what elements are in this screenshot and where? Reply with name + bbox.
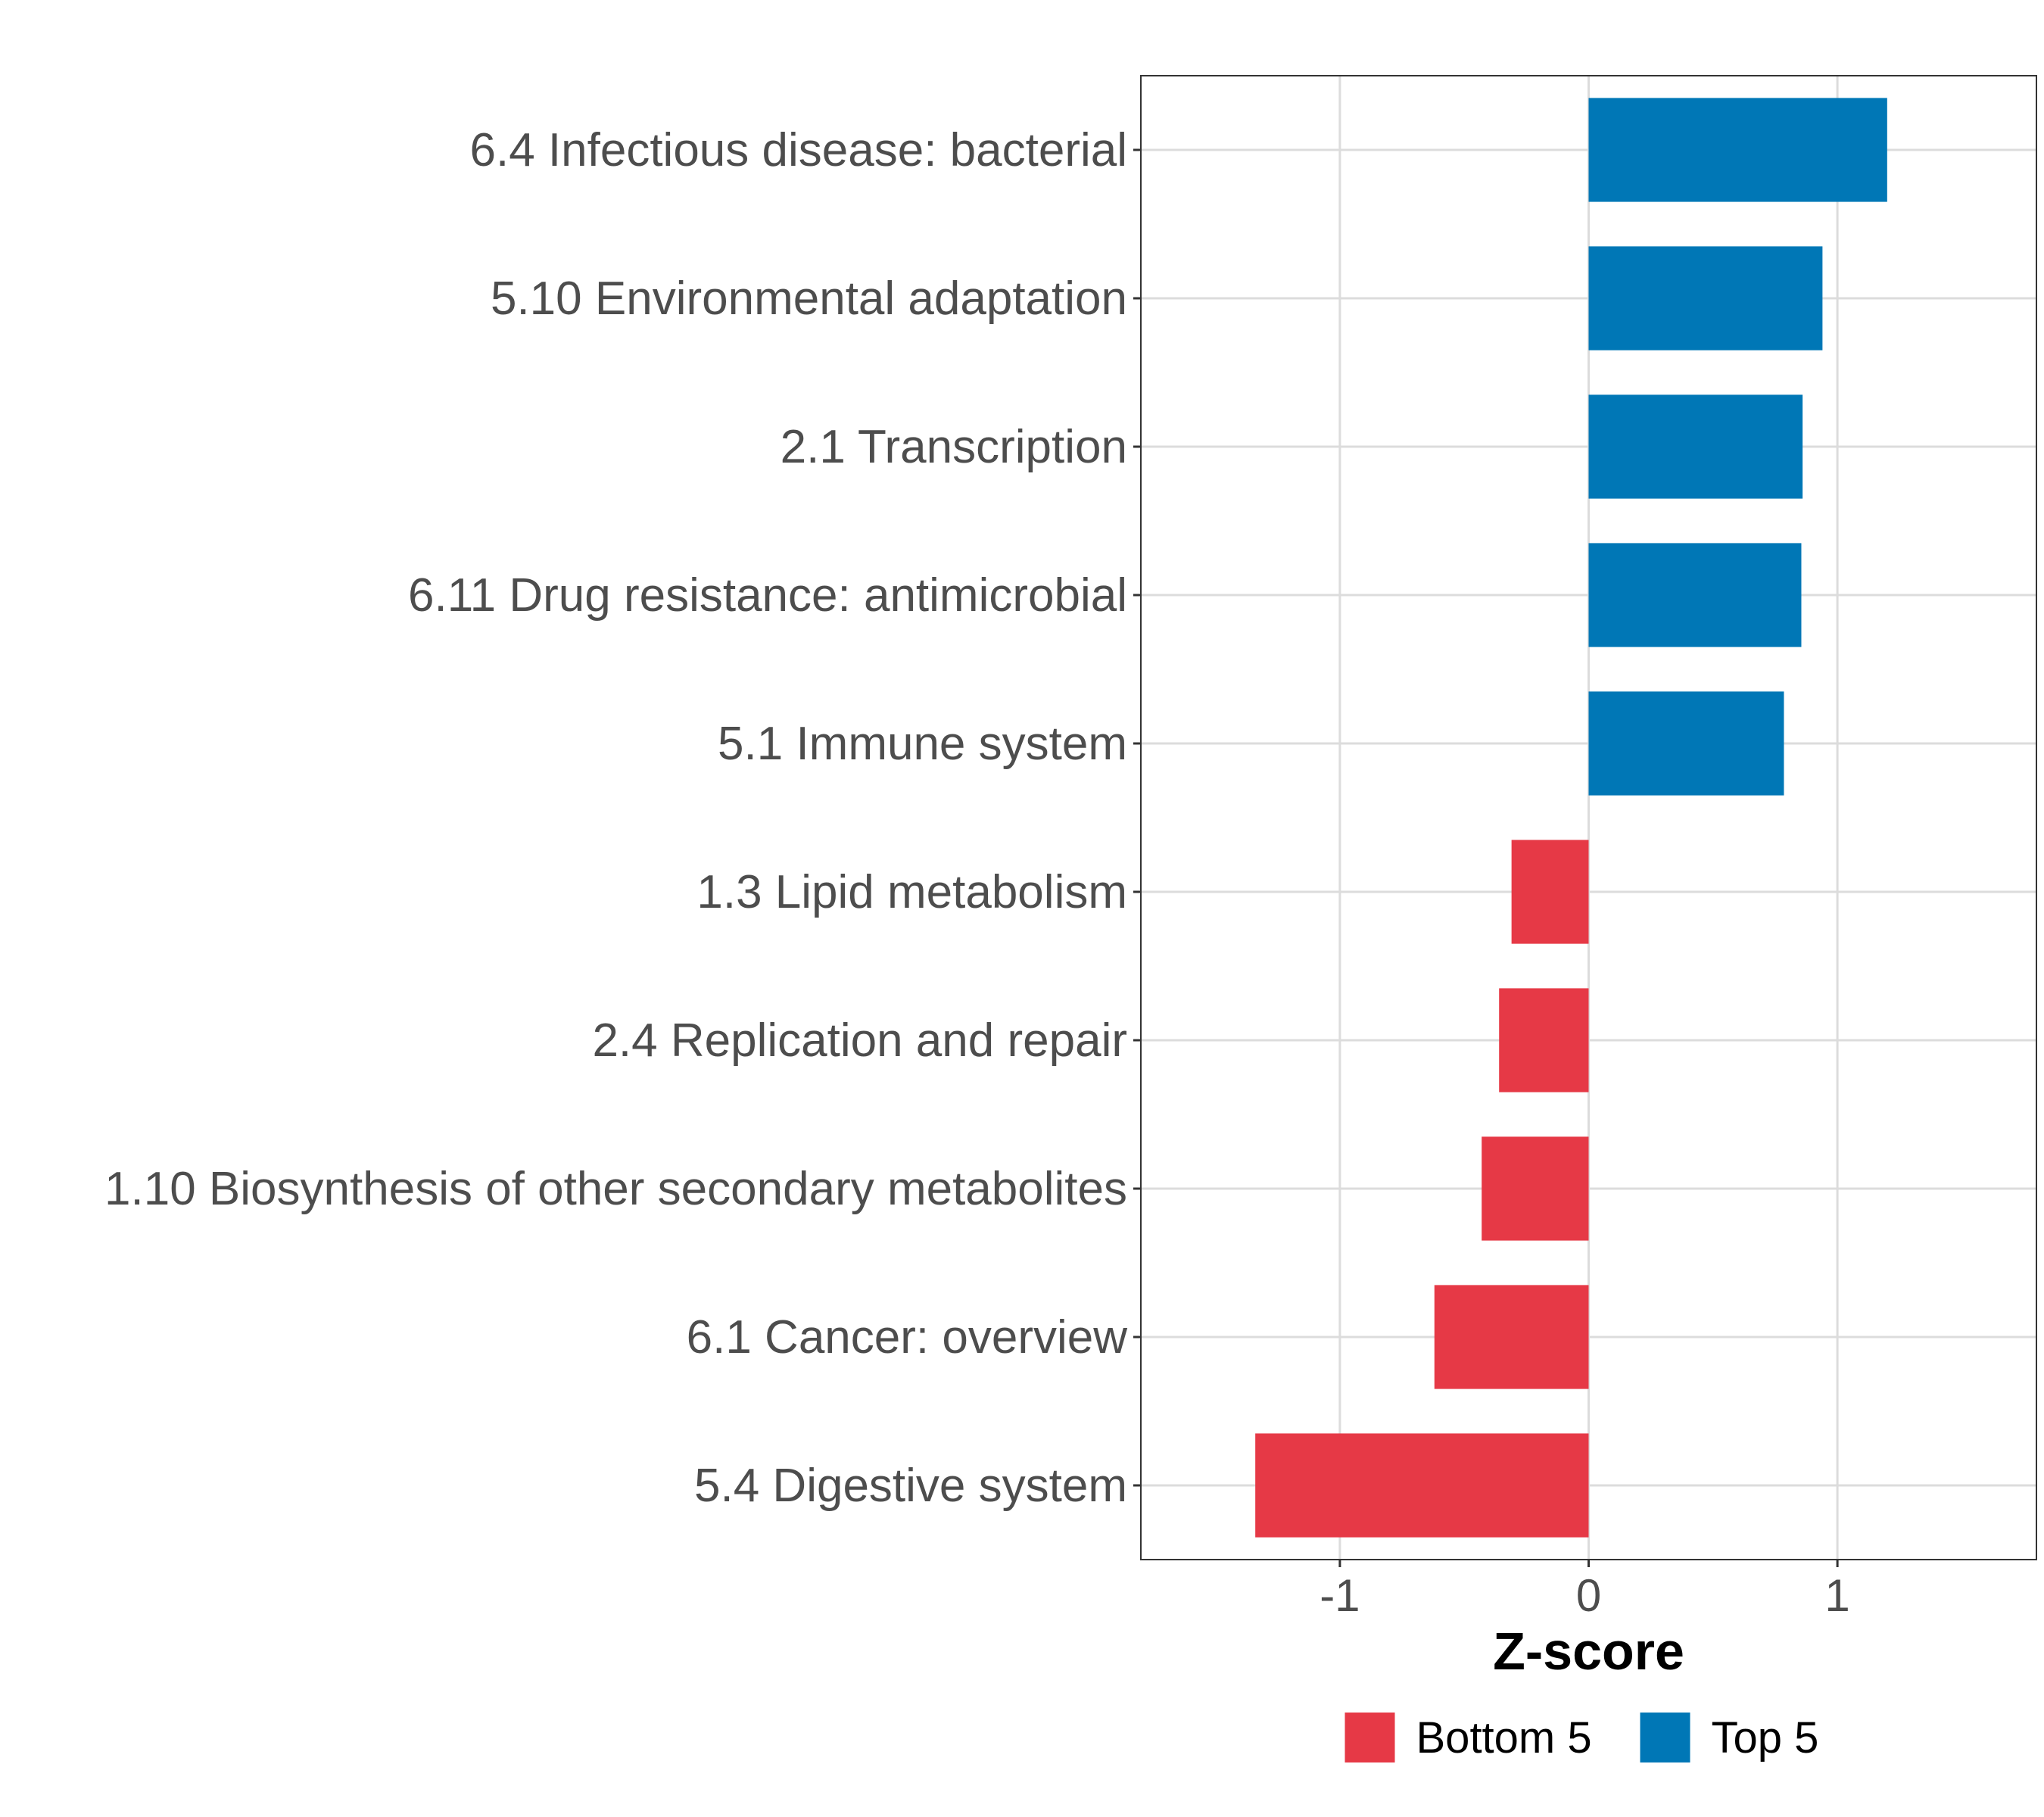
legend-key [1344,1713,1395,1762]
y-tick-label: 6.4 Infectious disease: bacterial [469,124,1127,176]
y-tick-label: 5.1 Immune system [718,718,1127,770]
legend-label: Top 5 [1712,1713,1819,1762]
y-tick-label: 6.11 Drug resistance: antimicrobial [408,569,1127,622]
legend: Bottom 5 Top 5 [1344,1713,1819,1762]
y-tick-label: 5.4 Digestive system [694,1460,1127,1512]
bar [1511,840,1589,944]
bar [1588,394,1803,499]
y-tick-label: 6.1 Cancer: overview [687,1311,1128,1364]
bar [1255,1433,1589,1538]
x-tick-label: 0 [1576,1570,1601,1621]
bar [1588,246,1823,351]
bar [1499,988,1589,1092]
y-tick-label: 5.10 Environmental adaptation [491,273,1127,325]
bar [1588,543,1802,647]
bars [1255,98,1887,1538]
x-tick-label: -1 [1320,1570,1360,1621]
legend-label: Bottom 5 [1416,1713,1592,1762]
y-axis-ticks: 6.4 Infectious disease: bacterial 5.10 En… [104,124,1141,1512]
x-axis-title: Z-score [1493,1622,1684,1681]
bar [1588,98,1887,202]
y-tick-label: 1.10 Biosynthesis of other secondary met… [104,1163,1127,1215]
y-tick-label: 2.1 Transcription [781,421,1127,473]
x-axis-ticks: -1 0 1 [1320,1560,1850,1621]
y-tick-label: 2.4 Replication and repair [592,1014,1127,1067]
legend-key [1640,1713,1690,1762]
y-tick-label: 1.3 Lipid metabolism [696,866,1127,918]
bar [1588,691,1784,796]
bar [1482,1136,1589,1241]
bar [1434,1285,1589,1389]
x-tick-label: 1 [1824,1570,1849,1621]
